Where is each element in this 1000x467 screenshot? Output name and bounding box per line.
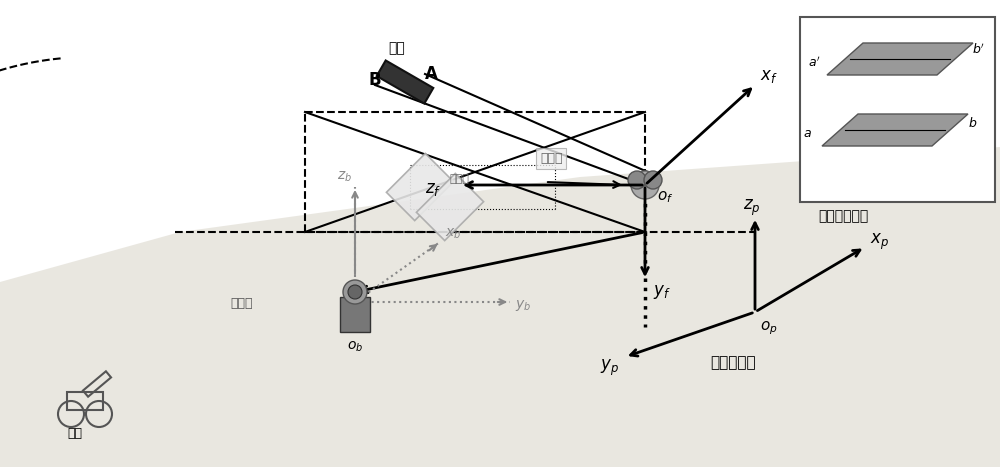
Text: $y_b$: $y_b$ (515, 298, 531, 313)
Polygon shape (827, 43, 973, 75)
Text: 靶场坐标系: 靶场坐标系 (710, 355, 756, 370)
Polygon shape (377, 60, 433, 104)
Circle shape (631, 171, 659, 199)
Text: $y_f$: $y_f$ (653, 283, 671, 301)
Text: $z_p$: $z_p$ (743, 198, 761, 218)
Text: $z_f$: $z_f$ (425, 180, 441, 198)
Text: 双像器: 双像器 (450, 174, 470, 184)
Text: 线阵立体图像: 线阵立体图像 (818, 209, 868, 223)
Polygon shape (386, 154, 454, 220)
Polygon shape (0, 147, 1000, 467)
Text: A: A (425, 65, 438, 83)
Bar (67, 392, 103, 410)
Text: $y_p$: $y_p$ (600, 358, 619, 378)
Text: $x_f$: $x_f$ (760, 67, 778, 85)
Bar (340, 297, 370, 332)
Circle shape (348, 285, 362, 299)
Text: $o_p$: $o_p$ (760, 319, 778, 337)
Text: 弹丸: 弹丸 (388, 41, 405, 55)
Circle shape (343, 280, 367, 304)
Text: $o_f$: $o_f$ (657, 189, 673, 205)
Text: 火炮: 火炮 (67, 427, 82, 440)
Text: $b$: $b$ (968, 116, 977, 130)
Circle shape (644, 171, 662, 189)
Text: B: B (368, 71, 381, 89)
Text: $o_b$: $o_b$ (347, 340, 363, 354)
Text: $x_p$: $x_p$ (870, 232, 889, 252)
Text: $x_b$: $x_b$ (445, 227, 461, 241)
Text: $b'$: $b'$ (972, 42, 985, 57)
Text: 底像机: 底像机 (230, 297, 252, 310)
Text: $a$: $a$ (803, 127, 812, 140)
Text: 前像机: 前像机 (540, 152, 562, 165)
Circle shape (628, 171, 646, 189)
Polygon shape (416, 173, 484, 241)
Polygon shape (822, 114, 968, 146)
Text: $z_b$: $z_b$ (337, 170, 352, 184)
Bar (800, 17, 995, 202)
Text: $a'$: $a'$ (808, 56, 821, 70)
